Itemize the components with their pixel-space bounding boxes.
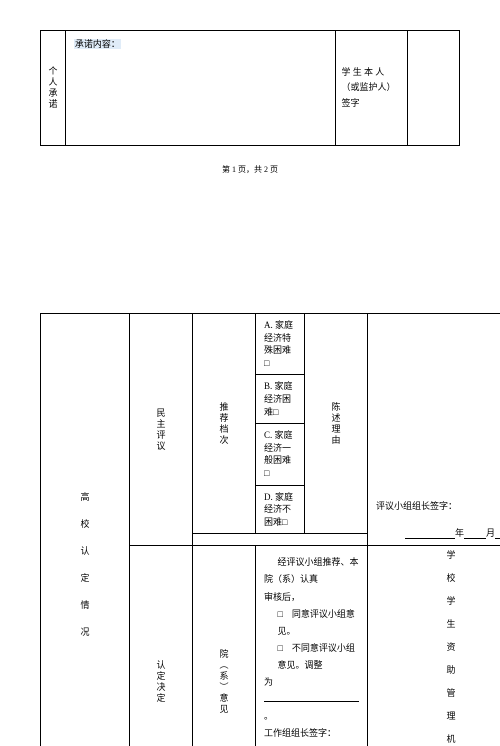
decide-l1a: 经评议小组推荐、本院（系）认真 [264, 557, 359, 584]
promise-sign-l1: 学 生 本 人 [342, 65, 402, 80]
reason-label-cell: 陈述理由 [305, 314, 368, 534]
decide-sign: 工作组组长签字： [264, 725, 359, 742]
page-indicator: 第 1 页，共 2 页 [40, 164, 460, 175]
promise-content-label: 承诺内容： [74, 39, 121, 49]
side-label: 高 校 认 定 情 况 [79, 492, 92, 640]
school-col-label: 学 校 学 生 资 助 管 理 机 构 意 见 [445, 550, 458, 746]
opt-b: B. 家庭经济困难□ [256, 375, 305, 424]
promise-sign-blank [408, 31, 460, 146]
opt-a: A. 家庭经济特殊困难 □ [256, 314, 305, 375]
demo-label: 民主评议 [155, 408, 168, 452]
decide-opt2a: □ 不同意评议小组意见。调整 [278, 640, 360, 674]
opt-d: D. 家庭经济不困难□ [256, 485, 305, 534]
decide-body-cell: 经评议小组推荐、本院（系）认真 审核后， □ 同意评议小组意见。 □ 不同意评议… [256, 546, 368, 746]
decide-opt1: □ 同意评议小组意见。 [278, 606, 360, 640]
demo-spacer [193, 534, 368, 546]
group-sign-date: 年月日 [376, 526, 500, 539]
reason-label: 陈述理由 [330, 402, 343, 446]
group-sign-label: 评议小组组长签字： [376, 499, 500, 512]
promise-content-cell: 承诺内容： [65, 31, 335, 146]
decide-opt2c: 。 [264, 711, 273, 721]
school-col-label-cell: 学 校 学 生 资 助 管 理 机 构 意 见 [368, 546, 500, 746]
decide-label: 认定决定 [155, 660, 168, 704]
side-label-cell: 高 校 认 定 情 况 [41, 314, 130, 746]
main-table: 高 校 认 定 情 况 民主评议 推荐档次 A. 家庭经济特殊困难 □ 陈述理由… [40, 313, 500, 746]
demo-col-label: 推荐档次 [218, 402, 231, 446]
promise-row-label: 个人承诺 [46, 66, 59, 110]
promise-sign-l3: 签字 [342, 96, 402, 111]
decide-col-label-cell: 院（系）意见 [193, 546, 256, 746]
promise-row-label-cell: 个人承诺 [41, 31, 66, 146]
promise-table: 个人承诺 承诺内容： 学 生 本 人 （或监护人） 签字 [40, 30, 460, 146]
group-sign-cell: 评议小组组长签字： 年月日 [368, 314, 500, 546]
decide-col-label: 院（系）意见 [218, 649, 231, 715]
promise-sign-cell: 学 生 本 人 （或监护人） 签字 [335, 31, 408, 146]
promise-sign-l2: （或监护人） [342, 80, 402, 95]
demo-col-label-cell: 推荐档次 [193, 314, 256, 534]
decide-opt2b: 为 [264, 677, 273, 687]
decide-label-cell: 认定决定 [130, 546, 193, 746]
demo-label-cell: 民主评议 [130, 314, 193, 546]
opt-c: C. 家庭经济一般困难□ [256, 424, 305, 485]
decide-l1b: 审核后， [264, 589, 359, 606]
